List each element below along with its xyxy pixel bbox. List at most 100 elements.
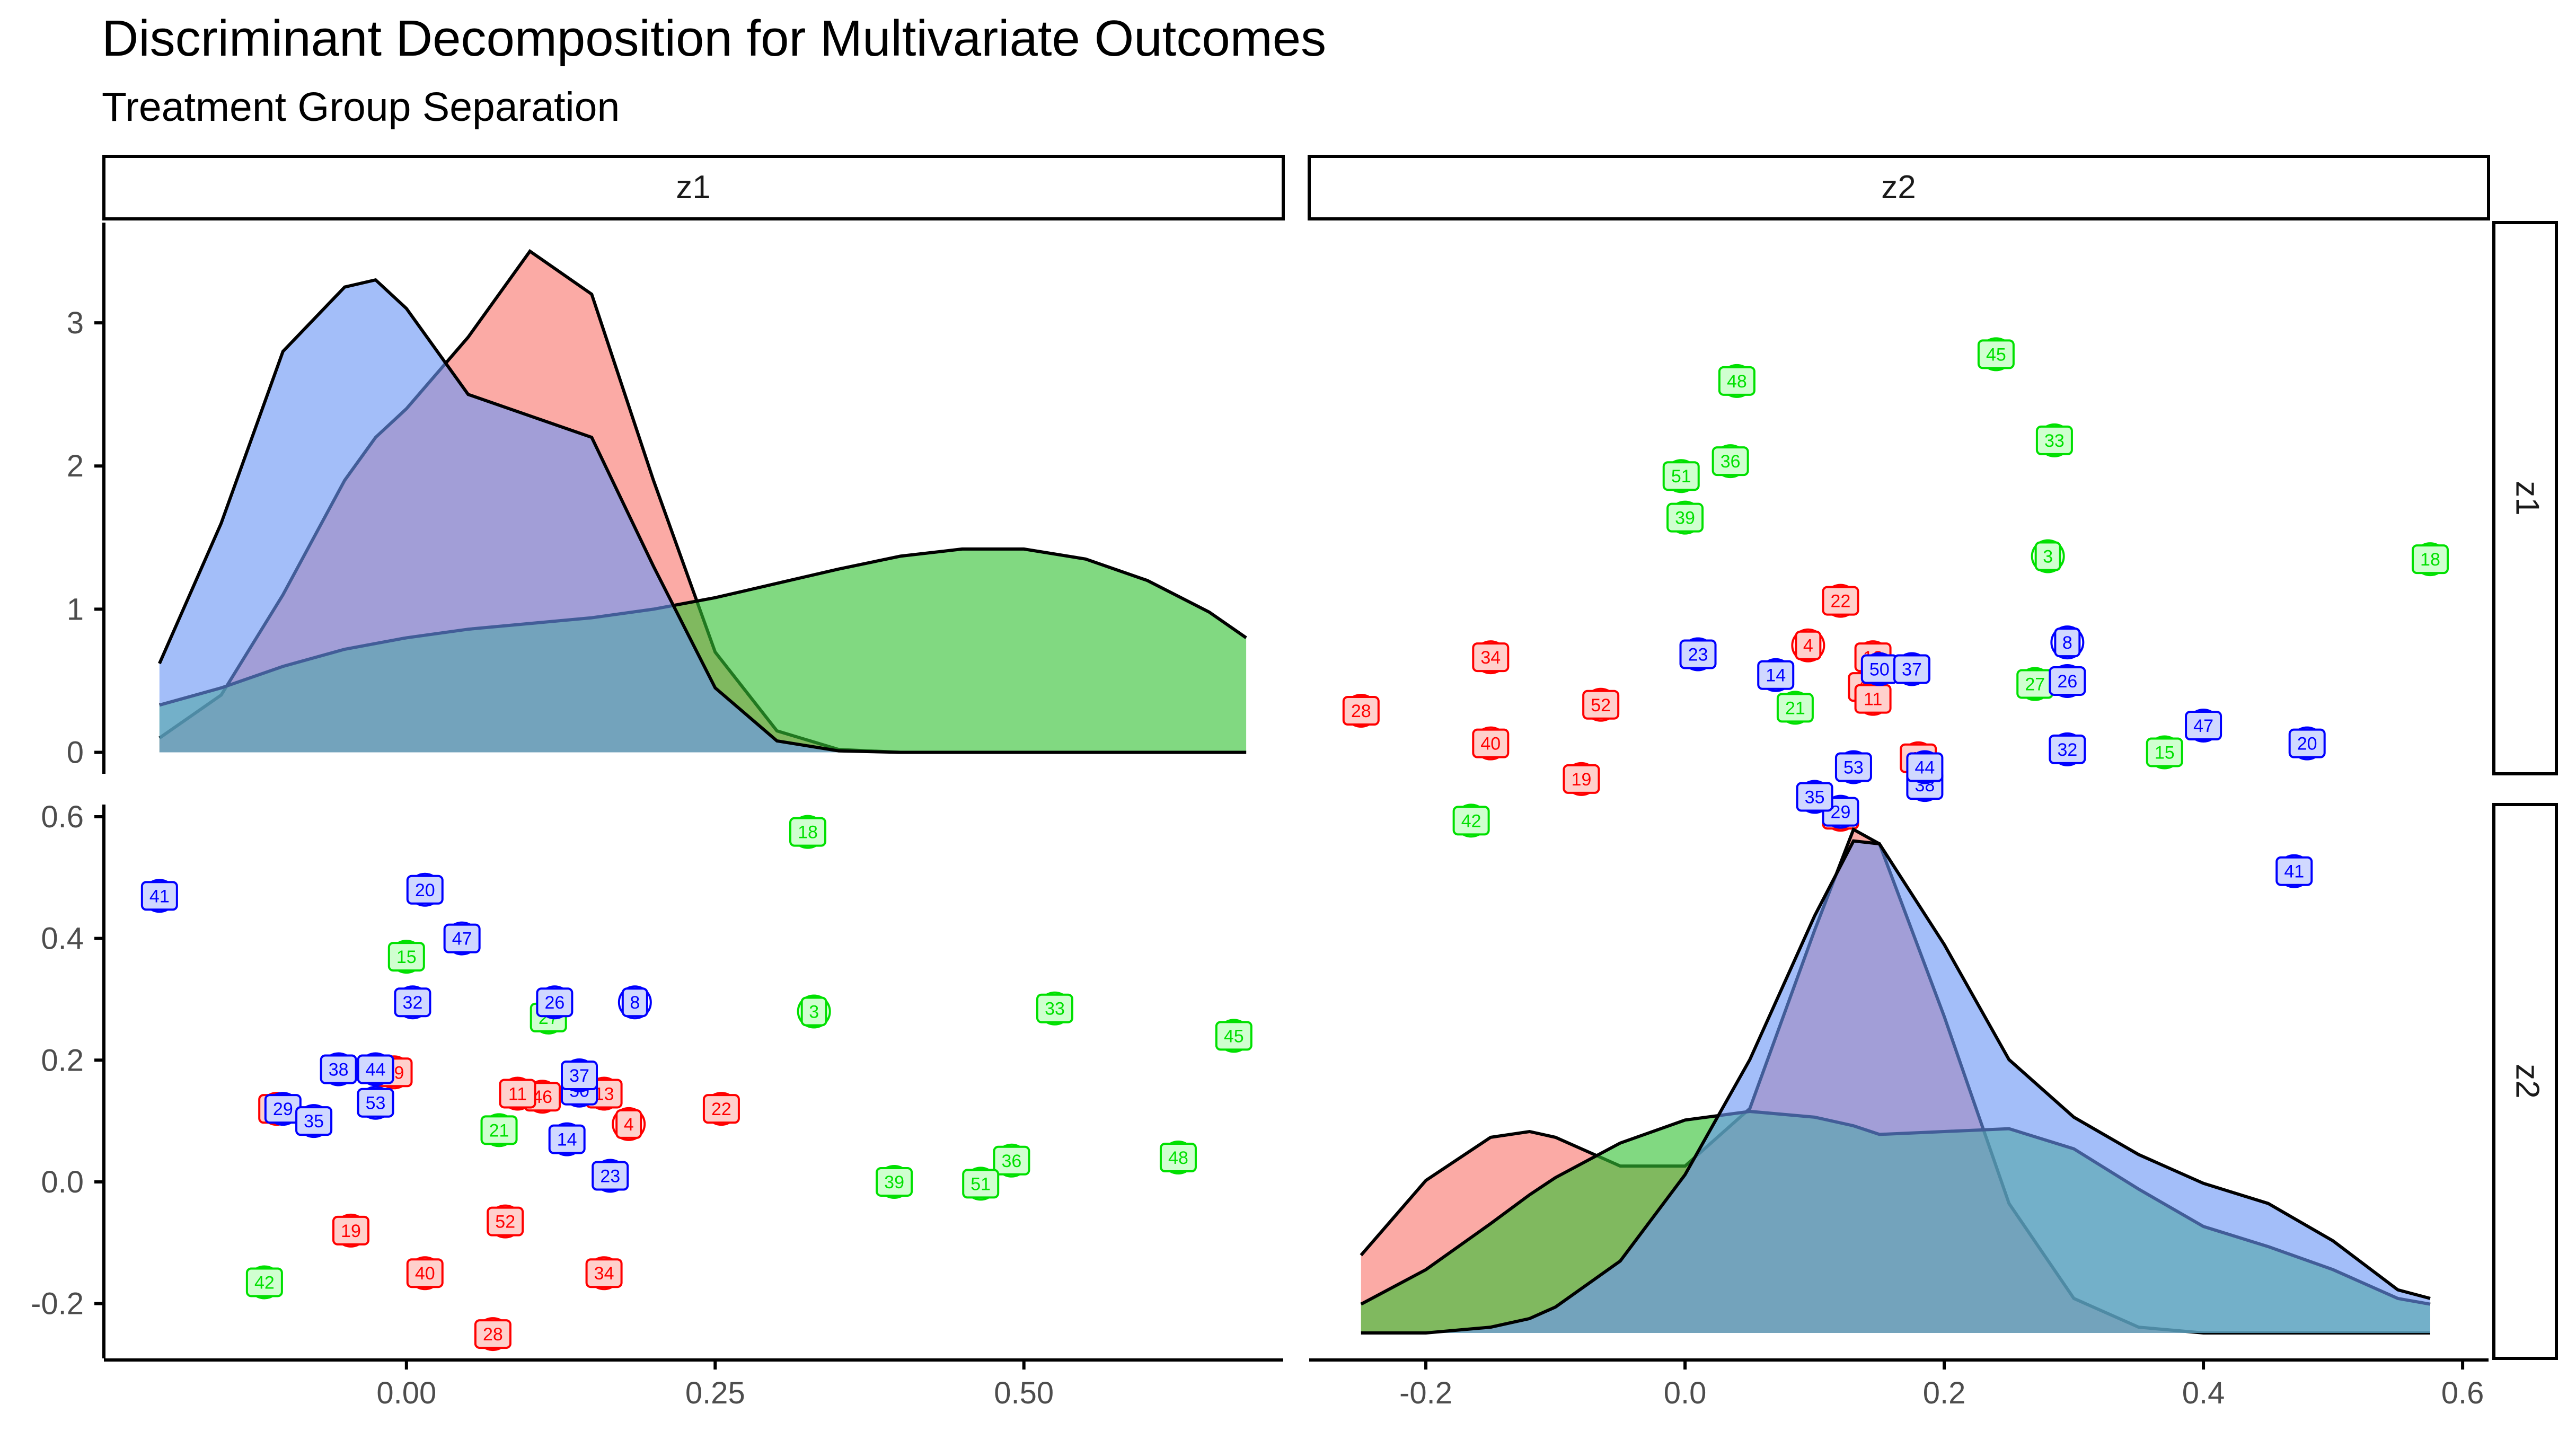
point-z1z2-15: 15	[387, 940, 425, 974]
point-label: 11	[1864, 690, 1882, 710]
y-tick-label-bottom: 0.0	[41, 1165, 84, 1199]
point-label: 14	[557, 1130, 577, 1150]
point-z2z1-22: 22	[1822, 584, 1859, 618]
facet-label-row-z1: z1	[2509, 481, 2546, 515]
point-label: 36	[1002, 1151, 1022, 1171]
density-area-blue-z2	[1361, 841, 2430, 1333]
facet-strip-col-z2: z2	[1308, 155, 2490, 220]
point-label: 39	[1675, 508, 1695, 528]
point-label: 40	[1480, 734, 1501, 754]
facet-strip-row-z2: z2	[2492, 803, 2558, 1360]
point-label: 42	[1461, 811, 1481, 831]
point-label: 29	[1831, 802, 1851, 823]
point-label: 28	[1351, 701, 1371, 721]
point-z1z2-53: 53	[357, 1085, 394, 1120]
point-label: 45	[1224, 1026, 1244, 1046]
point-z2z1-21: 21	[1776, 691, 1814, 725]
point-label: 48	[1168, 1148, 1188, 1168]
point-label: 22	[1831, 591, 1851, 612]
point-z2z1-18: 18	[2411, 542, 2449, 577]
y-tick-label-bottom: 0.6	[41, 800, 84, 834]
point-label: 19	[1572, 770, 1592, 790]
point-label: 22	[711, 1099, 731, 1119]
point-z1z2-51: 51	[962, 1167, 1000, 1201]
point-z2z1-8: 8	[2050, 625, 2085, 660]
point-z2z1-26: 26	[2049, 664, 2086, 698]
point-label: 19	[341, 1221, 361, 1241]
point-z1z2-4: 4	[612, 1107, 646, 1141]
point-z2z1-34: 34	[1472, 640, 1510, 675]
point-label: 41	[149, 886, 170, 906]
point-label: 37	[1902, 660, 1922, 680]
point-label: 50	[1869, 660, 1890, 680]
point-z1z2-23: 23	[592, 1159, 629, 1193]
point-label: 45	[1986, 344, 2006, 365]
x-tick-label-z1: 0.25	[685, 1376, 745, 1410]
point-z1z2-8: 8	[617, 985, 652, 1020]
point-label: 20	[415, 880, 435, 900]
point-label: 35	[1805, 788, 1825, 808]
point-z2z1-19: 19	[1563, 762, 1600, 796]
point-z2z1-44: 44	[1906, 750, 1944, 784]
density-line-blue-z2	[1361, 839, 2431, 1335]
point-label: 21	[1785, 698, 1805, 718]
point-label: 26	[2057, 672, 2077, 692]
point-label: 32	[2057, 740, 2077, 760]
y-tick-label-top: 0	[67, 735, 84, 770]
point-z1z2-26: 26	[536, 985, 574, 1020]
point-label: 34	[1480, 648, 1501, 668]
point-label: 51	[971, 1174, 991, 1194]
point-z2z1-51: 51	[1662, 459, 1700, 493]
point-label: 53	[366, 1093, 386, 1114]
panel-density-z1	[158, 249, 1247, 754]
chart-subtitle: Treatment Group Separation	[102, 84, 620, 130]
y-tick-label-bottom: 0.2	[41, 1043, 84, 1077]
point-label: 23	[600, 1166, 620, 1186]
point-label: 21	[489, 1120, 509, 1141]
point-label: 28	[483, 1324, 503, 1345]
point-z1z2-47: 47	[443, 921, 481, 956]
panel-scatter-z1-vs-z2: 2834524019224461311492418333454836513915…	[140, 815, 1252, 1352]
point-z1z2-29: 29	[264, 1092, 302, 1126]
point-z1z2-40: 40	[406, 1256, 444, 1291]
y-tick-label-bottom: -0.2	[31, 1287, 84, 1321]
point-z1z2-48: 48	[1159, 1141, 1197, 1175]
point-z1z2-41: 41	[140, 879, 178, 913]
point-label: 8	[2062, 633, 2072, 653]
x-tick-label-z2: 0.4	[2182, 1376, 2225, 1410]
chart-title: Discriminant Decomposition for Multivari…	[102, 10, 1326, 67]
point-label: 35	[304, 1111, 324, 1132]
point-label: 18	[798, 823, 818, 843]
point-label: 27	[2025, 675, 2045, 695]
point-label: 4	[624, 1115, 634, 1135]
point-label: 3	[2043, 547, 2053, 567]
point-z2z1-14: 14	[1757, 658, 1795, 692]
point-label: 44	[1915, 758, 1935, 778]
x-tick-label-z2: 0.2	[1923, 1376, 1966, 1410]
point-label: 26	[544, 993, 564, 1013]
point-z2z1-28: 28	[1342, 694, 1380, 728]
point-z2z1-27: 27	[2016, 667, 2054, 701]
point-label: 52	[1591, 695, 1611, 716]
point-z1z2-14: 14	[548, 1122, 586, 1156]
x-tick-label-z2: -0.2	[1399, 1376, 1452, 1410]
point-z2z1-53: 53	[1834, 750, 1872, 784]
point-label: 29	[273, 1099, 293, 1119]
point-label: 20	[2297, 734, 2317, 754]
point-z2z1-47: 47	[2185, 709, 2222, 743]
point-z1z2-44: 44	[357, 1052, 394, 1086]
point-z1z2-35: 35	[295, 1104, 333, 1138]
x-tick-label-z1: 0.00	[376, 1376, 436, 1410]
point-z1z2-3: 3	[797, 994, 831, 1029]
x-tick-label-z2: 0.6	[2441, 1376, 2484, 1410]
point-z2z1-45: 45	[1977, 337, 2015, 372]
point-label: 38	[329, 1060, 349, 1080]
point-z2z1-36: 36	[1712, 444, 1749, 479]
point-z1z2-22: 22	[702, 1092, 740, 1126]
y-tick-label-top: 3	[67, 306, 84, 340]
point-z2z1-32: 32	[2049, 732, 2086, 766]
x-tick-label-z1: 0.50	[994, 1376, 1054, 1410]
point-label: 18	[2420, 550, 2440, 570]
point-z2z1-15: 15	[2146, 735, 2183, 770]
